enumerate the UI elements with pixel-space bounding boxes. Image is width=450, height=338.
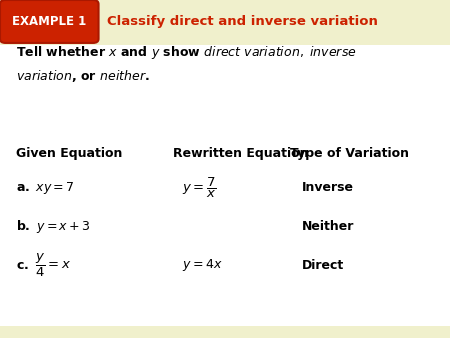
Text: $y = 4x$: $y = 4x$ (182, 257, 223, 273)
Text: Type of Variation: Type of Variation (290, 147, 409, 160)
Text: Direct: Direct (302, 259, 344, 272)
Text: $y = \dfrac{7}{x}$: $y = \dfrac{7}{x}$ (182, 175, 217, 200)
Text: Neither: Neither (302, 220, 354, 233)
Text: Inverse: Inverse (302, 181, 354, 194)
Text: Given Equation: Given Equation (16, 147, 122, 160)
Text: Tell whether $x$ and $y$ show $\mathit{direct\ variation,\ inverse}$: Tell whether $x$ and $y$ show $\mathit{d… (16, 44, 356, 61)
Bar (0, 0, 450, 45)
Text: $\mathbf{b.}\ y = x + 3$: $\mathbf{b.}\ y = x + 3$ (16, 218, 90, 235)
FancyBboxPatch shape (0, 0, 99, 43)
Text: $\dfrac{y}{4} = x$: $\dfrac{y}{4} = x$ (35, 252, 72, 279)
Text: EXAMPLE 1: EXAMPLE 1 (12, 15, 86, 28)
Text: Rewritten Equation: Rewritten Equation (173, 147, 309, 160)
Text: $\mathbf{a.}\ xy = 7$: $\mathbf{a.}\ xy = 7$ (16, 179, 74, 196)
Bar (0, 326, 450, 338)
Text: Classify direct and inverse variation: Classify direct and inverse variation (107, 15, 378, 28)
Text: $\mathit{variation}$, or $\mathit{neither}$.: $\mathit{variation}$, or $\mathit{neithe… (16, 68, 149, 84)
Text: $\mathbf{c.}\ $: $\mathbf{c.}\ $ (16, 259, 29, 272)
